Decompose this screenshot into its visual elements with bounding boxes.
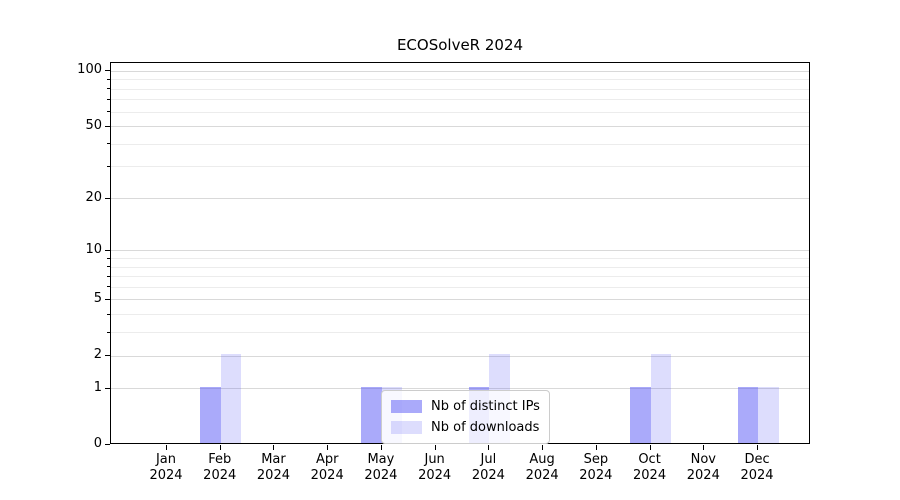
gridline-minor-y-9 xyxy=(111,258,809,260)
x-tick-mark-jan xyxy=(166,445,167,450)
legend-label-distinct-ips: Nb of distinct IPs xyxy=(431,399,540,414)
x-tick-mark-may xyxy=(380,445,382,450)
gridline-major-y-5 xyxy=(111,299,809,301)
y-tick-label-2: 2 xyxy=(93,347,102,363)
x-tick-label-oct: Oct 2024 xyxy=(633,452,667,483)
y-tick-mark-0 xyxy=(105,444,110,445)
gridline-major-y-50 xyxy=(111,126,809,128)
gridline-major-y-10 xyxy=(111,250,809,252)
y-minor-tick-mark-70 xyxy=(107,98,110,100)
x-tick-mark-oct xyxy=(649,445,651,450)
x-tick-mark-sep xyxy=(595,445,597,450)
x-tick-label-jun: Jun 2024 xyxy=(418,452,452,483)
x-tick-label-aug: Aug 2024 xyxy=(525,452,559,483)
y-tick-mark-20 xyxy=(105,197,110,199)
bar-may-distinct-ips xyxy=(361,386,382,443)
gridline-minor-y-6 xyxy=(111,286,809,288)
y-tick-mark-10 xyxy=(105,249,110,251)
gridline-minor-y-70 xyxy=(111,99,809,101)
y-minor-tick-mark-4 xyxy=(107,313,110,315)
gridline-major-y-1 xyxy=(111,388,809,390)
y-tick-label-5: 5 xyxy=(93,290,102,306)
y-minor-tick-mark-3 xyxy=(107,331,110,333)
bar-feb-distinct-ips xyxy=(200,386,221,443)
gridline-minor-y-3 xyxy=(111,332,809,334)
y-minor-tick-mark-80 xyxy=(107,88,110,90)
gridline-major-y-100 xyxy=(111,70,809,72)
y-tick-label-1: 1 xyxy=(93,379,102,395)
bar-dec-downloads xyxy=(758,386,779,443)
legend-item-distinct-ips: Nb of distinct IPs xyxy=(391,396,540,417)
y-minor-tick-mark-7 xyxy=(107,275,110,277)
x-tick-mark-mar xyxy=(273,445,275,450)
x-tick-label-dec: Dec 2024 xyxy=(740,452,774,483)
legend-label-downloads: Nb of downloads xyxy=(431,420,540,435)
y-minor-tick-mark-90 xyxy=(107,78,110,80)
gridline-minor-y-40 xyxy=(111,143,809,145)
y-minor-tick-mark-30 xyxy=(107,165,110,167)
legend: Nb of distinct IPs Nb of downloads xyxy=(381,390,550,444)
gridline-major-y-20 xyxy=(111,198,809,200)
gridline-minor-y-80 xyxy=(111,88,809,90)
x-tick-mark-feb xyxy=(219,445,221,450)
y-tick-label-0: 0 xyxy=(93,436,102,451)
y-tick-label-10: 10 xyxy=(85,241,102,257)
y-minor-tick-mark-40 xyxy=(107,143,110,145)
y-minor-tick-mark-60 xyxy=(107,111,110,113)
gridline-minor-y-60 xyxy=(111,111,809,113)
gridline-minor-y-30 xyxy=(111,166,809,168)
legend-swatch-distinct-ips xyxy=(391,400,422,413)
y-tick-label-100: 100 xyxy=(77,62,102,78)
plot-area: Nb of distinct IPs Nb of downloads xyxy=(110,62,810,444)
x-tick-mark-jun xyxy=(434,445,436,450)
bar-oct-downloads xyxy=(650,354,672,443)
y-tick-mark-5 xyxy=(105,298,110,300)
legend-item-downloads: Nb of downloads xyxy=(391,417,540,438)
y-minor-tick-mark-6 xyxy=(107,286,110,288)
x-tick-mark-apr xyxy=(327,445,329,450)
gridline-minor-y-4 xyxy=(111,314,809,316)
x-tick-label-apr: Apr 2024 xyxy=(310,452,344,483)
gridline-minor-y-8 xyxy=(111,266,809,268)
y-tick-mark-2 xyxy=(105,355,110,357)
y-tick-mark-1 xyxy=(105,387,110,389)
bar-oct-distinct-ips xyxy=(630,386,651,443)
legend-swatch-downloads xyxy=(391,421,422,434)
gridline-major-y-2 xyxy=(111,355,809,357)
x-tick-label-mar: Mar 2024 xyxy=(256,452,290,483)
y-minor-tick-mark-9 xyxy=(107,257,110,259)
x-tick-label-jul: Jul 2024 xyxy=(471,452,505,483)
gridline-minor-y-7 xyxy=(111,276,809,278)
y-tick-mark-100 xyxy=(105,70,110,72)
y-tick-mark-50 xyxy=(105,125,110,127)
y-tick-label-20: 20 xyxy=(85,189,102,205)
bar-feb-downloads xyxy=(220,354,242,443)
x-tick-mark-aug xyxy=(542,445,544,450)
x-tick-label-jan: Jan 2024 xyxy=(149,452,183,483)
x-tick-label-sep: Sep 2024 xyxy=(579,452,613,483)
x-tick-label-may: May 2024 xyxy=(364,452,398,483)
x-tick-mark-nov xyxy=(703,445,705,450)
y-minor-tick-mark-8 xyxy=(107,266,110,268)
gridline-minor-y-90 xyxy=(111,79,809,81)
chart-title: ECOSolveR 2024 xyxy=(396,36,524,54)
y-tick-label-50: 50 xyxy=(85,117,102,133)
bar-dec-distinct-ips xyxy=(737,386,759,443)
x-tick-mark-dec xyxy=(757,445,759,450)
x-tick-label-nov: Nov 2024 xyxy=(686,452,720,483)
x-tick-label-feb: Feb 2024 xyxy=(203,452,237,483)
x-tick-mark-jul xyxy=(488,445,490,450)
